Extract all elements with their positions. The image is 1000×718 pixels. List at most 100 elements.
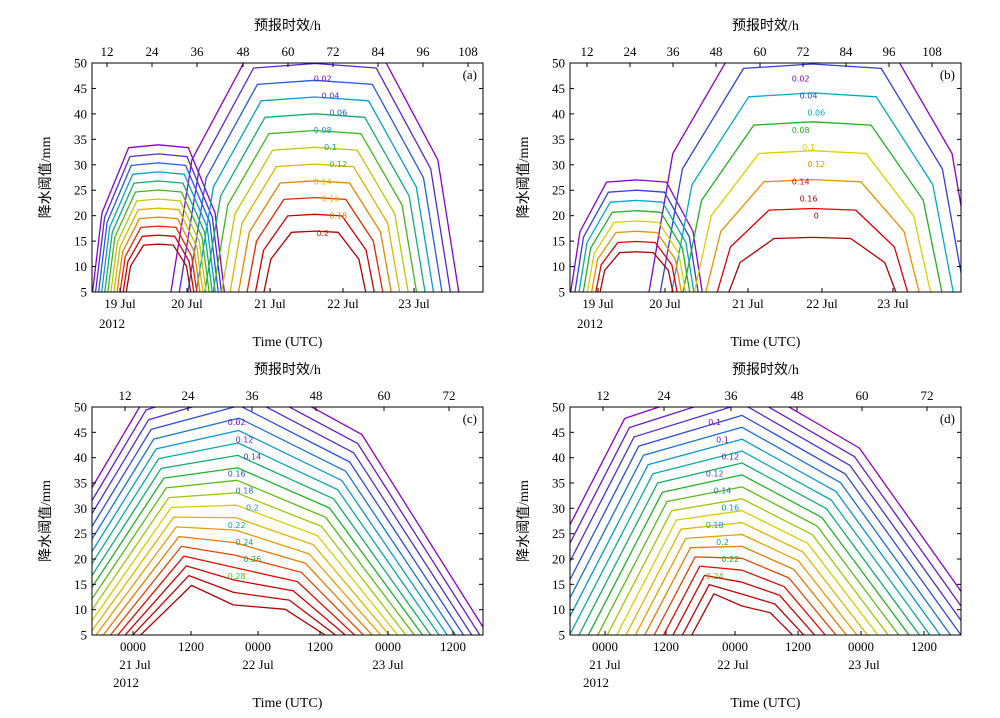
contour-line	[102, 535, 373, 635]
y-tick-label: 30	[552, 157, 565, 172]
contour-line	[113, 163, 401, 292]
contour-value-label: 0.2	[246, 504, 259, 513]
x-axis-label: Time (UTC)	[253, 335, 323, 350]
contour-value-label: 0.26	[243, 555, 261, 564]
contour-labels: 0.02 0.04 0.06 0.08 0.1 0.12 0.14 0.16 0.180.2	[314, 74, 347, 238]
contour-value-label: 0.14	[314, 177, 332, 186]
top-tick-label: 60	[282, 44, 295, 59]
contour-value-label: 0.16	[228, 470, 246, 479]
top-tick-label: 36	[725, 388, 739, 403]
y-tick-label: 45	[74, 81, 87, 96]
contour-line	[94, 63, 452, 292]
contour-line	[92, 504, 399, 635]
contour-value-label: 0.18	[329, 212, 347, 221]
contour-line	[578, 92, 954, 292]
contour-value-label: 0.06	[329, 109, 347, 118]
bottom-tick-label: 1200	[307, 639, 333, 654]
contour-line	[139, 584, 327, 635]
contour-value-label: 0.02	[314, 74, 332, 83]
contour-value-label: 0.04	[322, 91, 340, 100]
contour-line	[625, 521, 869, 635]
top-tick-label: 96	[417, 44, 431, 59]
y-tick-label: 25	[74, 526, 87, 541]
contour-line	[582, 121, 943, 292]
contour-line	[92, 467, 424, 635]
bottom-tick-label: 22 Jul	[806, 296, 838, 311]
bottom-date-label: 21 Jul	[589, 657, 621, 672]
contour-line	[570, 407, 961, 593]
contour-line	[104, 113, 426, 292]
contour-line	[98, 79, 443, 292]
contour-line	[672, 574, 816, 635]
contour-line	[116, 180, 392, 292]
y-axis-label: 降水阈值/mm	[38, 137, 54, 219]
bottom-date-label: 22 Jul	[242, 657, 274, 672]
contour-line	[644, 545, 848, 635]
bottom-tick-label: 0000	[722, 639, 748, 654]
y-tick-label: 50	[552, 56, 565, 71]
top-tick-label: 24	[658, 388, 672, 403]
contour-value-label: 0	[814, 212, 819, 221]
contour-line	[107, 129, 418, 292]
bottom-tick-label: 23 Jul	[877, 296, 909, 311]
contour-line	[92, 479, 416, 635]
y-tick-label: 50	[552, 400, 565, 415]
bottom-tick-label: 22 Jul	[327, 296, 359, 311]
contour-value-label: 0.08	[314, 126, 332, 135]
contour-value-label: 0.18	[236, 487, 254, 496]
bottom-year-label: 2012	[99, 316, 125, 331]
bottom-tick-label: 23 Jul	[398, 296, 430, 311]
contour-line	[92, 407, 473, 635]
bottom-tick-label: 1200	[440, 639, 466, 654]
contour-line	[606, 498, 890, 635]
bottom-date-label: 23 Jul	[848, 657, 880, 672]
top-tick-label: 12	[597, 388, 610, 403]
contour-value-label: 0.24	[236, 538, 254, 547]
y-tick-label: 10	[74, 259, 87, 274]
y-tick-label: 15	[552, 234, 565, 249]
contour-line	[92, 454, 432, 635]
contour-line	[681, 583, 805, 635]
contour-value-label: 0.12	[706, 470, 724, 479]
bottom-year-label: 2012	[113, 675, 139, 690]
y-tick-label: 25	[552, 183, 565, 198]
contour-line	[92, 492, 407, 635]
contour-value-label: 0.06	[807, 109, 825, 118]
top-tick-label: 96	[883, 44, 897, 59]
plot-frame	[569, 62, 962, 293]
y-tick-label: 20	[74, 208, 87, 223]
y-tick-label: 15	[74, 577, 87, 592]
contour-value-label: 0.28	[228, 572, 246, 581]
top-tick-label: 48	[791, 388, 804, 403]
contour-value-label: 0.02	[228, 418, 246, 427]
y-tick-label: 35	[74, 132, 87, 147]
bottom-tick-label: 21 Jul	[254, 296, 286, 311]
contour-value-label: 0.14	[243, 452, 261, 461]
contour-line	[634, 533, 858, 635]
plot-frame	[91, 406, 484, 636]
bottom-year-label: 2012	[583, 675, 609, 690]
contour-line	[570, 426, 952, 635]
bottom-date-label: 21 Jul	[119, 657, 151, 672]
contour-line	[92, 442, 440, 635]
panel-c: 0.02 0.12 0.14 0.16 0.18 0.20.22 0.24 0.26 0.28 (…	[38, 362, 484, 711]
contour-value-label: 0.16	[322, 195, 340, 204]
contour-value-label: 0.2	[716, 538, 729, 547]
contour-value-label: 0.1	[716, 435, 729, 444]
y-tick-label: 20	[74, 552, 87, 567]
bottom-year-label: 2012	[577, 316, 603, 331]
contour-value-label: 0.1	[324, 143, 337, 152]
bottom-tick-label: 19 Jul	[582, 296, 614, 311]
contour-line	[92, 516, 391, 635]
contour-line	[92, 417, 457, 635]
contour-line	[92, 63, 460, 292]
y-tick-label: 20	[552, 552, 565, 567]
panel-b: 0.02 0.04 0.06 0.08 0.1 0.12 0.14 0.16 0 (b) 5 10 15…	[516, 18, 962, 350]
contour-line	[101, 96, 435, 292]
bottom-tick-label: 0000	[245, 639, 271, 654]
contour-value-label: 0.14	[714, 487, 732, 496]
x-axis-label: Time (UTC)	[731, 696, 801, 711]
bottom-date-label: 22 Jul	[717, 657, 749, 672]
contour-line	[131, 574, 337, 635]
bottom-tick-label: 1200	[178, 639, 204, 654]
